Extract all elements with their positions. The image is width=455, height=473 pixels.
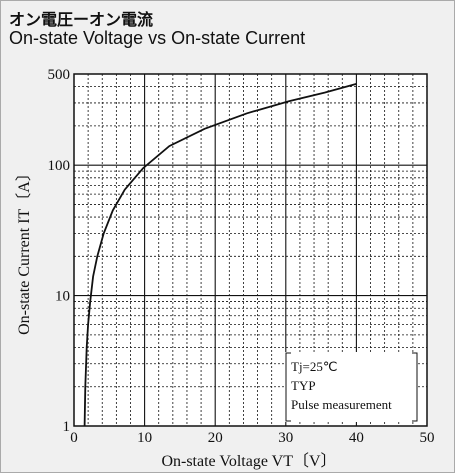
x-tick-label: 0 <box>70 430 78 446</box>
annotation-box: Tj=25℃ TYP Pulse measurement <box>284 352 418 422</box>
plot-frame <box>73 73 428 427</box>
y-tick-label: 10 <box>55 289 70 305</box>
x-tick-label: 40 <box>349 430 364 446</box>
y-tick-label: 1 <box>63 419 71 435</box>
x-tick-labels: 0 10 20 30 40 50 <box>70 430 434 446</box>
annotation-line-typ: TYP <box>291 378 316 393</box>
on-state-curve <box>83 83 357 427</box>
x-tick-label: 10 <box>137 430 152 446</box>
chart-title-japanese: オン電圧ーオン電流 <box>9 10 154 29</box>
annotation-line-pulse: Pulse measurement <box>291 397 392 412</box>
y-axis-label: On-state Current IT〔A〕 <box>15 165 33 335</box>
y-tick-label: 500 <box>48 67 71 83</box>
y-tick-label: 100 <box>48 158 71 174</box>
annotation-line-temp: Tj=25℃ <box>291 359 337 374</box>
x-tick-label: 50 <box>420 430 435 446</box>
chart-title-english: On-state Voltage vs On-state Current <box>9 28 306 48</box>
x-tick-label: 30 <box>278 430 293 446</box>
x-axis-label: On-state Voltage VT〔V〕 <box>161 452 336 470</box>
x-tick-label: 20 <box>208 430 223 446</box>
y-tick-labels: 1 10 100 500 <box>48 67 71 435</box>
